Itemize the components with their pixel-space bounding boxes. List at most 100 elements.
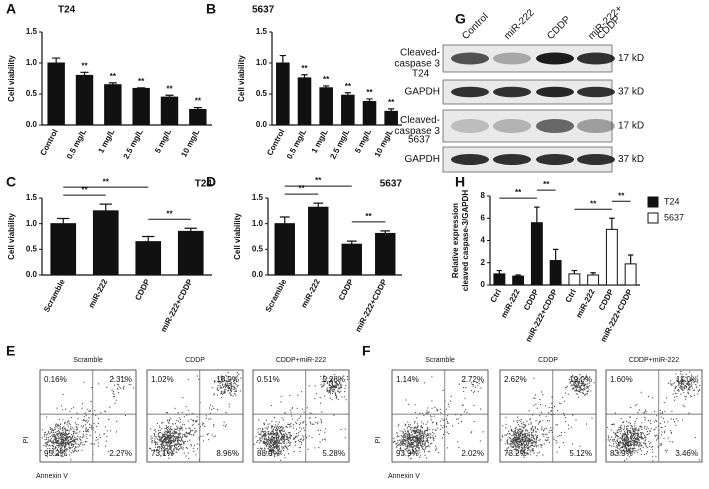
dot (394, 441, 395, 442)
dot (282, 448, 283, 449)
dot (508, 431, 509, 432)
dot (85, 413, 86, 414)
dot (401, 439, 402, 440)
band-size: 17 kD (618, 121, 644, 132)
dot (69, 450, 70, 451)
dot (677, 420, 678, 421)
dot (682, 387, 683, 388)
dot (300, 447, 301, 448)
dot (675, 387, 676, 388)
dot (183, 442, 184, 443)
dot (77, 436, 78, 437)
dot (513, 433, 514, 434)
dot (533, 453, 534, 454)
quadrant-value: 0.16% (44, 375, 67, 384)
dot (202, 422, 203, 423)
dot (177, 433, 178, 434)
dot (258, 419, 259, 420)
dot (572, 444, 573, 445)
chart-title: T24 (58, 5, 76, 16)
dot (579, 386, 580, 387)
dot (564, 432, 565, 433)
dot (69, 411, 70, 412)
dot (517, 417, 518, 418)
dot (106, 441, 107, 442)
dot (159, 425, 160, 426)
dot (423, 415, 424, 416)
dot (333, 387, 334, 388)
dot (193, 451, 194, 452)
dot (531, 443, 532, 444)
dot (581, 385, 582, 386)
blot-band (577, 154, 615, 165)
x-tick-label: Control (265, 128, 286, 157)
dot (310, 417, 311, 418)
dot (636, 450, 637, 451)
dot (259, 442, 260, 443)
dot (151, 442, 152, 443)
dot (152, 438, 153, 439)
dot (281, 426, 282, 427)
dot (521, 436, 522, 437)
x-tick-label: 2.5 mg/L (122, 128, 145, 161)
dot (157, 446, 158, 447)
dot (51, 432, 52, 433)
dot (627, 425, 628, 426)
dot (514, 445, 515, 446)
dot (100, 437, 101, 438)
dot (258, 432, 259, 433)
dot (615, 413, 616, 414)
dot (160, 432, 161, 433)
dot (456, 419, 457, 420)
dot (268, 426, 269, 427)
dot (426, 424, 427, 425)
dot (301, 439, 302, 440)
dot (264, 436, 265, 437)
y-tick-label: 8 (481, 191, 486, 200)
dot (188, 410, 189, 411)
dot (516, 436, 517, 437)
dot (105, 426, 106, 427)
dot (302, 435, 303, 436)
dot (652, 451, 653, 452)
dot (436, 448, 437, 449)
dot (231, 387, 232, 388)
dot (627, 446, 628, 447)
bar (277, 63, 290, 125)
dot (280, 443, 281, 444)
dot (473, 405, 474, 406)
dot (404, 439, 405, 440)
dot (173, 442, 174, 443)
dot (334, 392, 335, 393)
dot (443, 420, 444, 421)
dot (617, 436, 618, 437)
dot (161, 444, 162, 445)
dot (166, 412, 167, 413)
dot (660, 445, 661, 446)
dot (321, 412, 322, 413)
dot (149, 448, 150, 449)
dot (223, 425, 224, 426)
dot (528, 447, 529, 448)
quadrant-value: 16.9% (216, 375, 239, 384)
dot (620, 433, 621, 434)
dot (176, 420, 177, 421)
dot (447, 447, 448, 448)
dot (418, 425, 419, 426)
dot (621, 418, 622, 419)
dot (661, 431, 662, 432)
dot (426, 410, 427, 411)
dot (616, 432, 617, 433)
dot (322, 439, 323, 440)
x-tick-label: miR-222 (87, 277, 110, 309)
dot (436, 422, 437, 423)
dot (688, 393, 689, 394)
dot (108, 419, 109, 420)
dot (116, 400, 117, 401)
dot (53, 441, 54, 442)
dot (186, 455, 187, 456)
dot (169, 423, 170, 424)
quadrant-value: 95.2% (44, 449, 67, 458)
row-label: GAPDH (404, 87, 440, 98)
dot (170, 446, 171, 447)
